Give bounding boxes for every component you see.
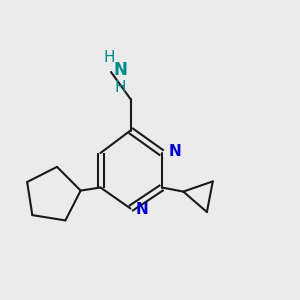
- Text: H: H: [104, 50, 115, 64]
- Text: N: N: [113, 61, 127, 79]
- Text: H: H: [114, 80, 126, 95]
- Text: N: N: [169, 144, 182, 159]
- Text: N: N: [136, 202, 149, 217]
